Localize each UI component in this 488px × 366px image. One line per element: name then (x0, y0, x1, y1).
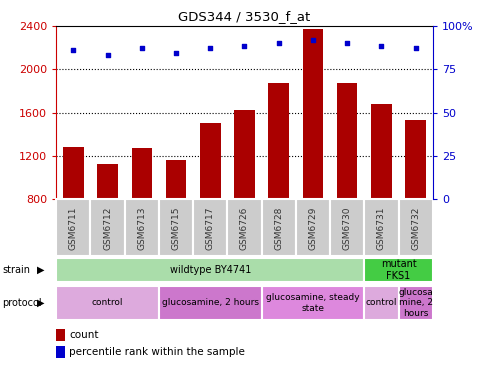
Text: ▶: ▶ (37, 298, 44, 308)
FancyBboxPatch shape (329, 199, 364, 256)
Bar (302, 29, 323, 199)
Point (308, 37, 316, 42)
Text: GSM6713: GSM6713 (137, 206, 146, 250)
Text: strain: strain (2, 265, 30, 275)
FancyBboxPatch shape (124, 199, 159, 256)
Bar (56, 329, 64, 341)
FancyBboxPatch shape (56, 199, 90, 256)
Point (377, 44, 385, 49)
FancyBboxPatch shape (364, 199, 398, 256)
FancyBboxPatch shape (364, 258, 432, 282)
Point (274, 40, 282, 46)
Text: GSM6729: GSM6729 (308, 206, 317, 250)
FancyBboxPatch shape (56, 258, 364, 282)
Bar (165, 160, 186, 199)
FancyBboxPatch shape (193, 199, 227, 256)
FancyBboxPatch shape (364, 285, 398, 320)
Point (69, 47, 77, 53)
Title: GDS344 / 3530_f_at: GDS344 / 3530_f_at (178, 10, 310, 23)
Bar (63, 147, 83, 199)
Text: control: control (365, 298, 396, 307)
Text: glucosamine, steady
state: glucosamine, steady state (265, 293, 359, 313)
FancyBboxPatch shape (261, 285, 364, 320)
FancyBboxPatch shape (159, 199, 193, 256)
Bar (56, 346, 64, 358)
Bar (405, 120, 425, 199)
Bar (336, 83, 357, 199)
Bar (131, 148, 152, 199)
FancyBboxPatch shape (398, 199, 432, 256)
Bar (234, 111, 254, 199)
Text: GSM6726: GSM6726 (240, 206, 248, 250)
Text: GSM6731: GSM6731 (376, 206, 385, 250)
Point (343, 40, 350, 46)
FancyBboxPatch shape (159, 285, 261, 320)
Point (411, 45, 419, 51)
Text: GSM6728: GSM6728 (274, 206, 283, 250)
Text: percentile rank within the sample: percentile rank within the sample (69, 347, 245, 357)
FancyBboxPatch shape (261, 199, 295, 256)
FancyBboxPatch shape (398, 285, 432, 320)
FancyBboxPatch shape (295, 199, 329, 256)
Text: protocol: protocol (2, 298, 42, 308)
Text: control: control (92, 298, 123, 307)
Point (103, 52, 111, 58)
Text: ▶: ▶ (37, 265, 44, 275)
Point (206, 45, 214, 51)
Point (240, 44, 248, 49)
Text: GSM6730: GSM6730 (342, 206, 351, 250)
Text: glucosa
mine, 2
hours: glucosa mine, 2 hours (397, 288, 432, 318)
Text: glucosamine, 2 hours: glucosamine, 2 hours (162, 298, 258, 307)
Text: GSM6717: GSM6717 (205, 206, 214, 250)
Point (172, 51, 180, 56)
FancyBboxPatch shape (227, 199, 261, 256)
Text: GSM6712: GSM6712 (103, 206, 112, 250)
Point (138, 45, 145, 51)
Bar (200, 123, 220, 199)
FancyBboxPatch shape (90, 199, 124, 256)
Bar (268, 83, 288, 199)
Text: wildtype BY4741: wildtype BY4741 (169, 265, 250, 275)
Bar (370, 104, 391, 199)
FancyBboxPatch shape (56, 285, 159, 320)
Text: count: count (69, 330, 99, 340)
Text: GSM6715: GSM6715 (171, 206, 180, 250)
Text: GSM6732: GSM6732 (410, 206, 419, 250)
Text: GSM6711: GSM6711 (69, 206, 78, 250)
Bar (97, 164, 118, 199)
Text: mutant
FKS1: mutant FKS1 (380, 259, 416, 281)
